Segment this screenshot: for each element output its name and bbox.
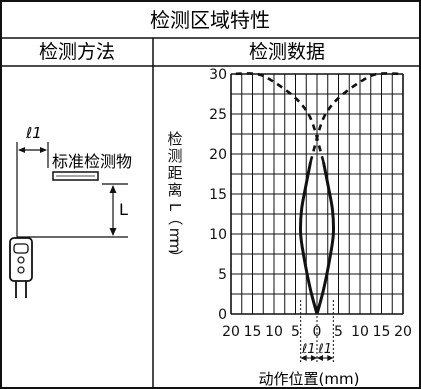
standard-object-label: 标准检测物: [52, 152, 132, 171]
y-tick-label: 15: [209, 187, 227, 203]
x-tick-label: 10: [351, 324, 369, 340]
y-tick-label: 5: [218, 267, 227, 283]
y-tick-label: 20: [209, 147, 227, 163]
x-tick-label: 10: [265, 324, 283, 340]
x-tick-label: 5: [334, 324, 343, 340]
l-arrow-top: [109, 185, 117, 193]
column-header-data: 检测数据: [249, 41, 325, 63]
l-arrow-bottom: [109, 228, 117, 236]
detection-curve-solid: [315, 161, 336, 315]
detection-method-sketch: ℓ1 标准检测物 L: [9, 124, 132, 298]
chart-grid: [230, 73, 404, 315]
x-tick-label: 15: [244, 324, 262, 340]
sensor-window-icon: [13, 243, 29, 254]
y-axis-label-glyph: m: [166, 239, 184, 254]
annotation-arrow-left: [300, 355, 307, 361]
sensor-indicator-icon: [17, 256, 25, 264]
column-header-method: 检测方法: [39, 41, 115, 63]
table-title: 检测区域特性: [150, 8, 270, 32]
annotation-l1-left: ℓ1: [301, 342, 316, 357]
x-tick-label: 15: [373, 324, 391, 340]
sensor-adjuster-icon: [17, 266, 25, 274]
chart-annotation: ℓ1 ℓ1: [300, 300, 334, 362]
annotation-arrow-center-right: [317, 355, 323, 361]
detection-curve-solid: [298, 161, 319, 315]
y-axis-label-glyph: 检: [167, 130, 182, 148]
y-tick-label: 30: [209, 67, 227, 83]
annotation-arrow-right: [327, 355, 334, 361]
y-axis-label-glyph: （: [166, 210, 184, 225]
l1-arrow-left: [18, 147, 25, 153]
y-axis-label-glyph: 离: [167, 181, 182, 199]
y-tick-label: 0: [218, 307, 227, 323]
x-axis-label: 动作位置(mm): [259, 370, 360, 388]
x-tick-label: 5: [291, 324, 300, 340]
x-tick-label: 20: [222, 324, 240, 340]
y-axis-label-glyph: 距: [167, 164, 182, 182]
l1-dimension-label: ℓ1: [25, 124, 42, 142]
y-axis-label-glyph: m: [166, 228, 184, 243]
chart-series: [230, 72, 404, 315]
annotation-arrow-center-left: [311, 355, 317, 361]
detection-curve-dashed: [230, 72, 325, 163]
y-tick-label: 25: [209, 107, 227, 123]
y-axis-label-glyph: 测: [167, 147, 182, 165]
distance-label: L: [119, 200, 128, 219]
y-tick-label: 10: [209, 227, 227, 243]
l1-arrow-right: [40, 147, 47, 153]
annotation-l1-right: ℓ1: [317, 342, 332, 357]
detection-curve-dashed: [309, 72, 404, 163]
y-axis-label-glyph: L: [166, 203, 184, 212]
y-axis-label-glyph: ）: [166, 249, 184, 264]
x-tick-label: 20: [394, 324, 412, 340]
